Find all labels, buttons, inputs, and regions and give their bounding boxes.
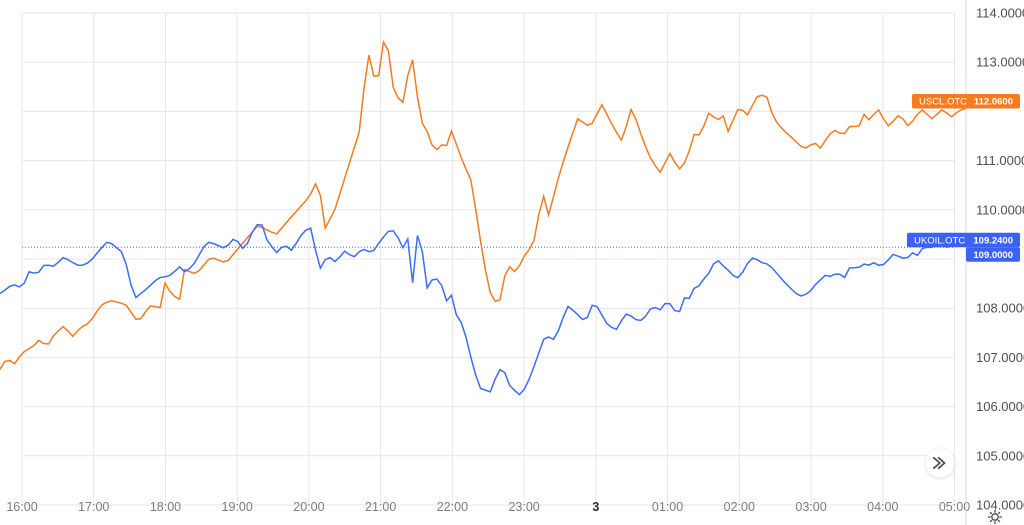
svg-text:114.0000: 114.0000 (976, 6, 1024, 21)
svg-text:110.0000: 110.0000 (976, 202, 1024, 217)
svg-text:02:00: 02:00 (724, 500, 755, 514)
svg-text:109.0000: 109.0000 (973, 250, 1013, 261)
svg-text:111.0000: 111.0000 (976, 153, 1024, 168)
svg-text:105.0000: 105.0000 (976, 448, 1024, 463)
svg-text:106.0000: 106.0000 (976, 399, 1024, 414)
svg-text:107.0000: 107.0000 (976, 350, 1024, 365)
svg-text:23:00: 23:00 (508, 500, 539, 514)
svg-text:01:00: 01:00 (652, 500, 683, 514)
svg-text:UKOIL.OTC: UKOIL.OTC (914, 235, 965, 246)
svg-text:04:00: 04:00 (867, 500, 898, 514)
svg-text:19:00: 19:00 (222, 500, 253, 514)
svg-text:USCL.OTC: USCL.OTC (919, 97, 967, 108)
svg-text:108.0000: 108.0000 (976, 301, 1024, 316)
svg-text:3: 3 (592, 500, 599, 514)
svg-text:113.0000: 113.0000 (976, 55, 1024, 70)
svg-text:17:00: 17:00 (78, 500, 109, 514)
svg-text:05:00: 05:00 (939, 500, 970, 514)
svg-text:18:00: 18:00 (150, 500, 181, 514)
svg-text:104.0000: 104.0000 (976, 498, 1024, 513)
svg-text:16:00: 16:00 (6, 500, 37, 514)
svg-text:22:00: 22:00 (437, 500, 468, 514)
svg-text:20:00: 20:00 (293, 500, 324, 514)
svg-text:21:00: 21:00 (365, 500, 396, 514)
svg-text:109.2400: 109.2400 (973, 235, 1013, 246)
svg-text:112.0600: 112.0600 (974, 97, 1013, 108)
svg-text:03:00: 03:00 (795, 500, 826, 514)
